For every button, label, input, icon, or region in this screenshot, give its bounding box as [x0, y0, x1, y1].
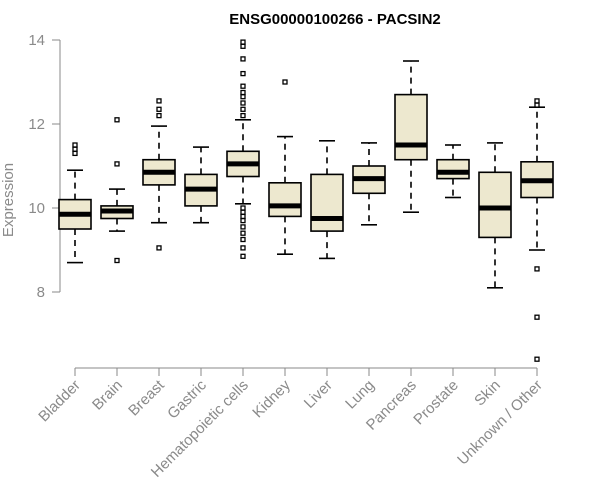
- box-body: [310, 173, 344, 232]
- outlier-point: [240, 39, 246, 45]
- x-tick-label: Skin: [471, 377, 504, 410]
- box-body: [394, 93, 428, 161]
- outlier-point: [156, 98, 162, 104]
- outlier-point: [240, 253, 246, 259]
- outlier-point: [534, 102, 540, 108]
- outlier-point: [156, 106, 162, 112]
- x-tick-label: Prostate: [410, 377, 462, 429]
- box-body: [268, 182, 302, 218]
- outlier-point: [72, 142, 78, 148]
- chart-title: ENSG00000100266 - PACSIN2: [229, 11, 441, 28]
- outlier-point: [534, 98, 540, 104]
- outlier-point: [72, 146, 78, 152]
- box-liver: [310, 140, 344, 260]
- y-tick-label: 12: [28, 116, 45, 133]
- outlier-point: [240, 213, 246, 220]
- box-lung: [352, 142, 386, 226]
- outlier-point: [156, 245, 162, 251]
- box-series: [58, 39, 554, 362]
- x-tick-label: Bladder: [35, 377, 84, 426]
- outlier-point: [240, 43, 246, 49]
- outlier-point: [282, 79, 288, 85]
- y-tick-label: 8: [37, 284, 45, 301]
- y-tick-label: 10: [28, 200, 45, 217]
- box-brain: [100, 117, 134, 264]
- box-pancreas: [394, 60, 428, 213]
- outlier-point: [240, 94, 246, 100]
- outlier-point: [240, 112, 246, 119]
- outlier-point: [240, 217, 246, 224]
- box-unknown-other: [520, 98, 554, 362]
- outlier-point: [156, 112, 162, 119]
- outlier-point: [534, 314, 540, 320]
- box-body: [436, 158, 470, 180]
- y-tick-label: 14: [28, 32, 45, 49]
- outlier-point: [240, 205, 246, 211]
- outlier-point: [240, 230, 246, 236]
- box-kidney: [268, 79, 302, 255]
- outlier-point: [72, 150, 78, 157]
- outlier-point: [114, 257, 120, 264]
- outlier-point: [240, 56, 246, 62]
- outlier-point: [240, 236, 246, 243]
- outlier-point: [240, 100, 246, 106]
- outlier-point: [240, 89, 246, 96]
- outlier-point: [114, 117, 120, 123]
- outlier-point: [240, 209, 246, 215]
- y-axis: 8 10 12 14: [28, 32, 61, 301]
- x-tick-label: Brain: [89, 377, 126, 414]
- box-breast: [142, 98, 176, 251]
- outlier-point: [240, 70, 246, 77]
- box-gastric: [184, 146, 218, 224]
- box-skin: [478, 142, 512, 289]
- box-bladder: [58, 142, 92, 264]
- outlier-point: [534, 356, 540, 362]
- x-tick-label: Breast: [125, 376, 168, 419]
- outlier-point: [534, 266, 540, 272]
- box-body: [478, 171, 512, 239]
- outlier-point: [240, 106, 246, 112]
- box-hematopoietic-cells: [226, 39, 260, 259]
- box-prostate: [436, 144, 470, 199]
- x-tick-label: Liver: [301, 377, 336, 412]
- outlier-point: [114, 161, 120, 167]
- x-tick-label: Kidney: [249, 376, 294, 421]
- outlier-point: [240, 224, 246, 230]
- y-axis-label: Expression: [0, 163, 17, 237]
- x-tick-label: Lung: [342, 377, 378, 413]
- outlier-point: [240, 83, 246, 89]
- outlier-point: [240, 245, 246, 251]
